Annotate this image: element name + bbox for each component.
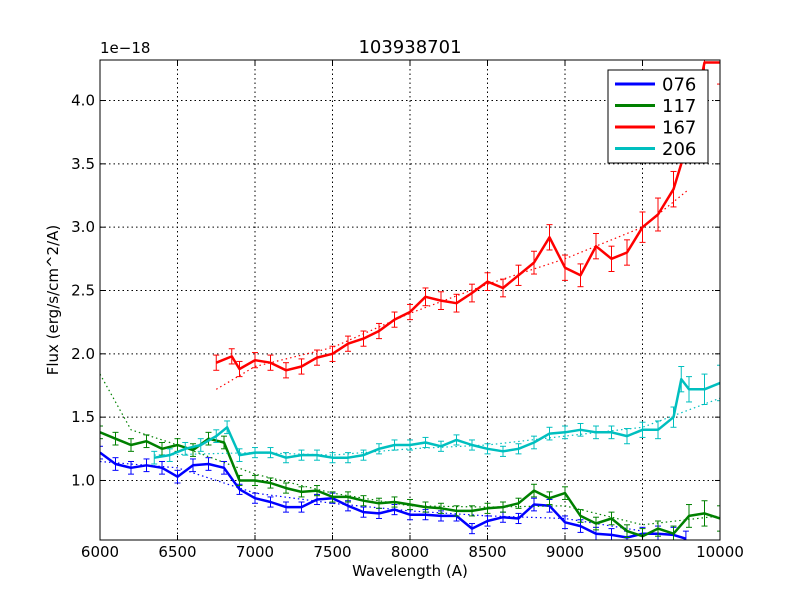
y-tick-label: 2.5 <box>71 282 95 300</box>
y-tick-label: 2.0 <box>71 345 95 363</box>
y-axis-label: Flux (erg/s/cm^2/A) <box>44 225 62 376</box>
y-tick-label: 3.5 <box>71 155 95 173</box>
x-tick-label: 10000 <box>696 543 744 561</box>
legend-label: 117 <box>662 96 696 117</box>
x-tick-label: 6000 <box>81 543 119 561</box>
y-axis-offset-label: 1e−18 <box>100 39 150 57</box>
series-line <box>100 451 687 540</box>
x-axis-label: Wavelength (A) <box>352 562 468 580</box>
legend-label: 167 <box>662 118 696 139</box>
chart-title: 103938701 <box>358 37 461 58</box>
series-layer <box>100 60 720 540</box>
x-tick-label: 9500 <box>623 543 661 561</box>
x-tick-label: 6500 <box>158 543 196 561</box>
grid <box>100 60 720 540</box>
y-tick-label: 1.5 <box>71 408 95 426</box>
axis-ticks: 6000 6500 7000 7500 8000 8500 9000 9500 10000 1.0… <box>71 60 744 561</box>
x-tick-label: 8000 <box>391 543 429 561</box>
legend-label: 206 <box>662 139 696 160</box>
x-tick-label: 7000 <box>236 543 274 561</box>
y-tick-label: 4.0 <box>71 92 95 110</box>
series-206 <box>151 364 720 465</box>
series-line <box>154 377 720 459</box>
y-tick-label: 3.0 <box>71 218 95 236</box>
series-167 <box>213 60 720 390</box>
y-tick-label: 1.0 <box>71 471 95 489</box>
series-line <box>215 61 720 372</box>
legend-label: 076 <box>662 75 696 96</box>
x-tick-label: 7500 <box>313 543 351 561</box>
x-tick-label: 9000 <box>546 543 584 561</box>
x-tick-label: 8500 <box>468 543 506 561</box>
